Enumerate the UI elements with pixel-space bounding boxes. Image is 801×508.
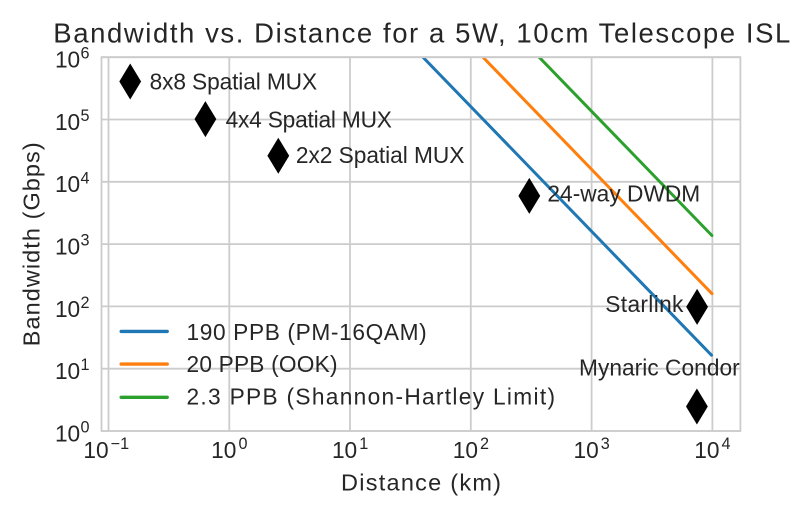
svg-text:2: 2 — [480, 435, 489, 453]
svg-text:10: 10 — [55, 296, 80, 322]
svg-text:8x8 Spatial MUX: 8x8 Spatial MUX — [150, 68, 318, 94]
svg-text:2: 2 — [80, 294, 89, 312]
svg-text:2x2 Spatial MUX: 2x2 Spatial MUX — [296, 142, 465, 168]
svg-text:10: 10 — [211, 437, 236, 463]
svg-text:Distance (km): Distance (km) — [341, 470, 501, 496]
svg-text:6: 6 — [80, 45, 89, 63]
svg-text:5: 5 — [80, 107, 89, 125]
svg-text:Bandwidth vs. Distance for a 5: Bandwidth vs. Distance for a 5W, 10cm Te… — [53, 18, 790, 49]
svg-text:190 PPB (PM-16QAM): 190 PPB (PM-16QAM) — [187, 319, 427, 345]
svg-text:24-way DWDM: 24-way DWDM — [547, 181, 700, 207]
svg-text:Bandwidth (Gbps): Bandwidth (Gbps) — [19, 142, 45, 346]
svg-text:−1: −1 — [111, 435, 129, 453]
svg-text:10: 10 — [694, 437, 719, 463]
svg-text:10: 10 — [55, 171, 80, 197]
svg-text:20 PPB (OOK): 20 PPB (OOK) — [187, 351, 338, 377]
svg-text:1: 1 — [80, 356, 89, 374]
svg-text:10: 10 — [573, 437, 598, 463]
svg-text:4: 4 — [80, 169, 89, 187]
svg-text:10: 10 — [55, 234, 80, 260]
svg-text:0: 0 — [238, 435, 247, 453]
svg-text:10: 10 — [55, 358, 80, 384]
svg-text:3: 3 — [601, 435, 610, 453]
svg-text:10: 10 — [55, 420, 80, 446]
svg-text:4: 4 — [722, 435, 731, 453]
svg-text:4x4 Spatial MUX: 4x4 Spatial MUX — [226, 106, 392, 132]
svg-text:10: 10 — [83, 437, 108, 463]
svg-text:3: 3 — [80, 232, 89, 250]
svg-text:0: 0 — [80, 419, 89, 437]
svg-text:2.3 PPB (Shannon-Hartley Limit: 2.3 PPB (Shannon-Hartley Limit) — [187, 384, 556, 410]
svg-text:1: 1 — [359, 435, 368, 453]
svg-text:10: 10 — [332, 437, 357, 463]
svg-text:Starlink: Starlink — [605, 291, 684, 317]
svg-text:10: 10 — [453, 437, 478, 463]
svg-text:10: 10 — [55, 109, 80, 135]
svg-text:Mynaric Condor: Mynaric Condor — [579, 354, 740, 380]
svg-text:10: 10 — [55, 47, 80, 73]
